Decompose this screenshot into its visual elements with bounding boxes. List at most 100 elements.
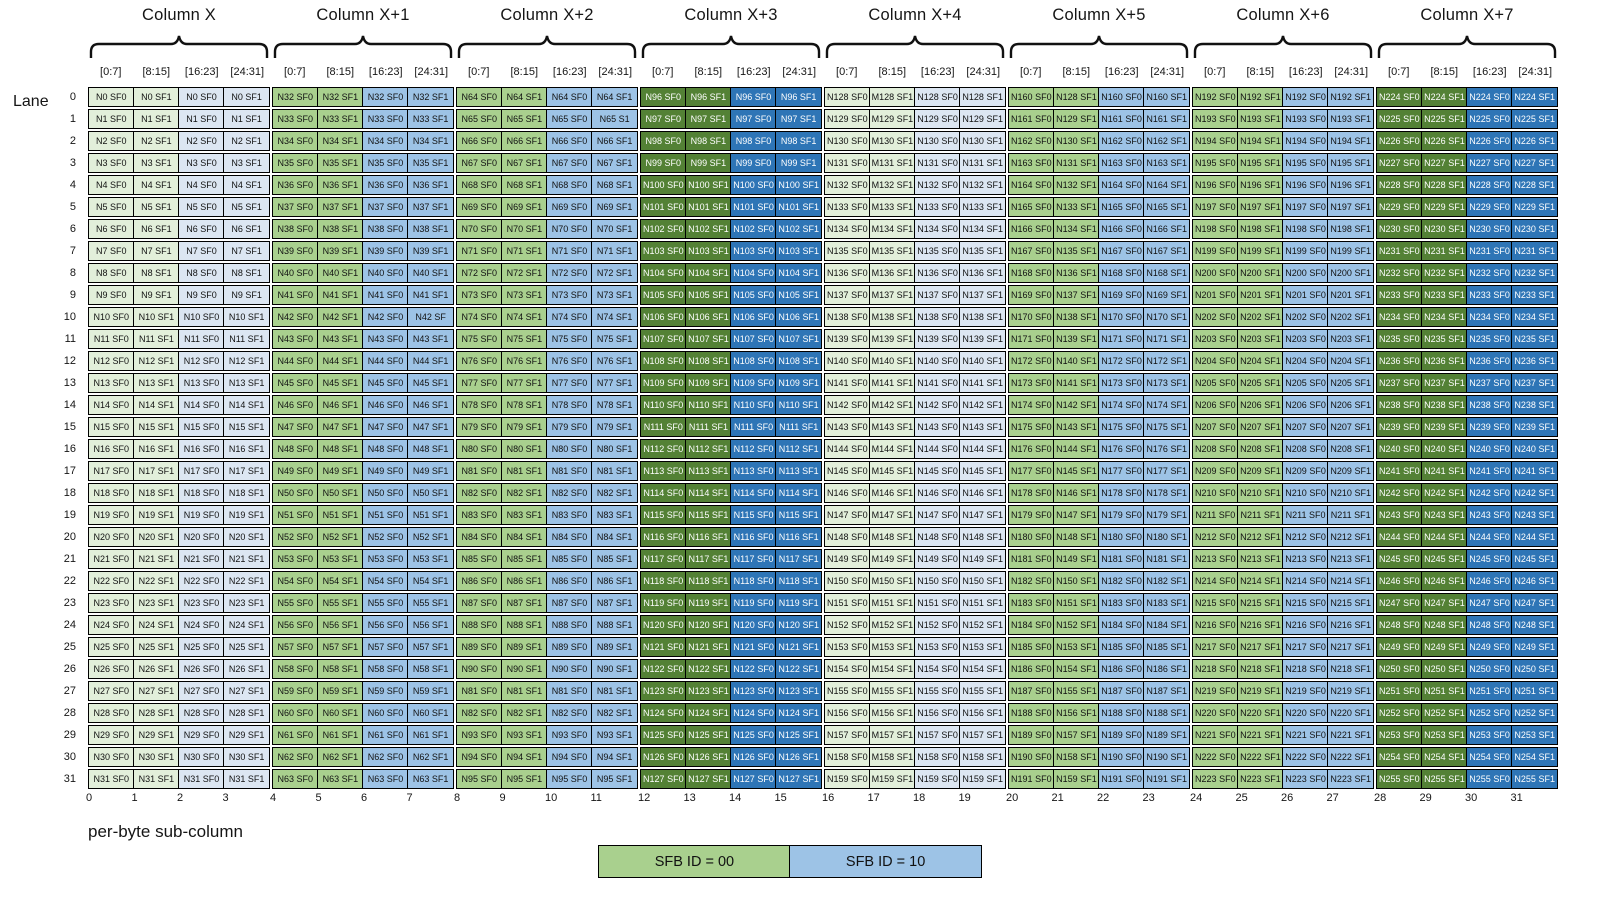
table-row: N17 SF0 N17 SF1 N17 SF0 N17 SF1 N49 SF0 N49 S… xyxy=(88,461,1558,482)
cell: N119 SF1 xyxy=(775,593,822,613)
cell: N46 SF1 xyxy=(407,395,454,415)
cell: N157 SF1 xyxy=(1053,725,1100,745)
cell: N213 SF1 xyxy=(1327,549,1374,569)
cell: N165 SF0 xyxy=(1008,197,1055,217)
cell: N152 SF1 xyxy=(959,615,1006,635)
cell: N236 SF0 xyxy=(1376,351,1423,371)
cell: N37 SF0 xyxy=(272,197,319,217)
column-group: N216 SF0 N216 SF1 N216 SF0 N216 SF1 xyxy=(1192,615,1374,636)
cell: N86 SF0 xyxy=(456,571,503,591)
cell: M141 SF1 xyxy=(869,373,916,393)
cell: N139 SF0 xyxy=(914,329,961,349)
cell: N6 SF0 xyxy=(178,219,225,239)
cell: N235 SF0 xyxy=(1466,329,1513,349)
cell: N154 SF0 xyxy=(914,659,961,679)
cell: N227 SF0 xyxy=(1376,153,1423,173)
column-group: N235 SF0 N235 SF1 N235 SF0 N235 SF1 xyxy=(1376,329,1558,350)
cell: N29 SF1 xyxy=(133,725,180,745)
cell: N107 SF0 xyxy=(640,329,687,349)
cell: N229 SF0 xyxy=(1466,197,1513,217)
cell: N20 SF0 xyxy=(178,527,225,547)
byte-range-header: [8:15] xyxy=(1062,66,1091,78)
cell: N124 SF1 xyxy=(685,703,732,723)
cell: N128 SF0 xyxy=(824,87,871,107)
cell: N149 SF0 xyxy=(824,549,871,569)
brace-icon xyxy=(824,33,1006,59)
cell: N166 SF0 xyxy=(1008,219,1055,239)
lane-number: 25 xyxy=(63,641,76,653)
cell: N140 SF1 xyxy=(959,351,1006,371)
cell: N113 SF0 xyxy=(640,461,687,481)
cell: N41 SF0 xyxy=(362,285,409,305)
cell: N106 SF0 xyxy=(640,307,687,327)
cell: N86 SF1 xyxy=(501,571,548,591)
column-group: N6 SF0 N6 SF1 N6 SF0 N6 SF1 xyxy=(88,219,270,240)
cell: N52 SF0 xyxy=(272,527,319,547)
cell: N237 SF1 xyxy=(1421,373,1468,393)
column-group: N45 SF0 N45 SF1 N45 SF0 N45 SF1 xyxy=(272,373,454,394)
cell: N213 SF0 xyxy=(1192,549,1239,569)
column-group: N102 SF0 N102 SF1 N102 SF0 N102 SF1 xyxy=(640,219,822,240)
cell: N149 SF1 xyxy=(1053,549,1100,569)
cell: N155 SF1 xyxy=(959,681,1006,701)
cell: N139 SF1 xyxy=(1053,329,1100,349)
cell: N109 SF1 xyxy=(685,373,732,393)
cell: N33 SF0 xyxy=(362,109,409,129)
column-group: N246 SF0 N246 SF1 N246 SF0 N246 SF1 xyxy=(1376,571,1558,592)
tick-label: 10 xyxy=(545,792,558,804)
cell: N204 SF1 xyxy=(1327,351,1374,371)
cell: N43 SF0 xyxy=(272,329,319,349)
cell: N5 SF1 xyxy=(223,197,270,217)
cell: N64 SF1 xyxy=(591,87,638,107)
cell: N107 SF1 xyxy=(775,329,822,349)
cell: N215 SF1 xyxy=(1237,593,1284,613)
column-group: N65 SF0 N65 SF1 N65 SF0 N65 S1 xyxy=(456,109,638,130)
cell: N96 SF1 xyxy=(685,87,732,107)
cell: N203 SF0 xyxy=(1282,329,1329,349)
column-group: N10 SF0 N10 SF1 N10 SF0 N10 SF1 xyxy=(88,307,270,328)
cell: N168 SF1 xyxy=(1143,263,1190,283)
cell: N181 SF0 xyxy=(1098,549,1145,569)
lane-number: 10 xyxy=(63,311,76,323)
cell: N175 SF0 xyxy=(1098,417,1145,437)
byte-range-header: [0:7] xyxy=(284,66,306,78)
cell: N198 SF0 xyxy=(1192,219,1239,239)
cell: N3 SF0 xyxy=(88,153,135,173)
cell: N75 SF1 xyxy=(591,329,638,349)
cell: N9 SF1 xyxy=(133,285,180,305)
byte-range-header-group: [0:7] [8:15] [16:23] [24:31] xyxy=(88,61,270,83)
cell: N51 SF1 xyxy=(317,505,364,525)
cell: N243 SF1 xyxy=(1421,505,1468,525)
cell: N151 SF0 xyxy=(914,593,961,613)
cell: N141 SF1 xyxy=(959,373,1006,393)
tick-label: 3 xyxy=(222,792,229,804)
column-group: N5 SF0 N5 SF1 N5 SF0 N5 SF1 xyxy=(88,197,270,218)
cell: N5 SF0 xyxy=(178,197,225,217)
cell: N117 SF0 xyxy=(640,549,687,569)
cell: N17 SF1 xyxy=(223,461,270,481)
cell: N28 SF1 xyxy=(133,703,180,723)
lane-number: 1 xyxy=(69,113,76,125)
cell: N67 SF1 xyxy=(501,153,548,173)
cell: N131 SF0 xyxy=(824,153,871,173)
cell: N56 SF0 xyxy=(362,615,409,635)
column-group: N64 SF0 N64 SF1 N64 SF0 N64 SF1 xyxy=(456,87,638,108)
column-group: N183 SF0 N151 SF1 N183 SF0 N183 SF1 xyxy=(1008,593,1190,614)
cell: M131 SF1 xyxy=(869,153,916,173)
column-group: N55 SF0 N55 SF1 N55 SF0 N55 SF1 xyxy=(272,593,454,614)
cell: N18 SF1 xyxy=(223,483,270,503)
cell: N61 SF0 xyxy=(362,725,409,745)
cell: N23 SF0 xyxy=(178,593,225,613)
cell: N7 SF1 xyxy=(223,241,270,261)
cell: N158 SF0 xyxy=(824,747,871,767)
column-group: N90 SF0 N90 SF1 N90 SF0 N90 SF1 xyxy=(456,659,638,680)
cell: N16 SF0 xyxy=(178,439,225,459)
cell: N77 SF0 xyxy=(456,373,503,393)
cell: N15 SF1 xyxy=(223,417,270,437)
cell: N102 SF0 xyxy=(730,219,777,239)
cell: N81 SF0 xyxy=(456,461,503,481)
cell: N16 SF0 xyxy=(88,439,135,459)
cell: N134 SF1 xyxy=(959,219,1006,239)
cell: N156 SF0 xyxy=(824,703,871,723)
column-group: N105 SF0 N105 SF1 N105 SF0 N105 SF1 xyxy=(640,285,822,306)
